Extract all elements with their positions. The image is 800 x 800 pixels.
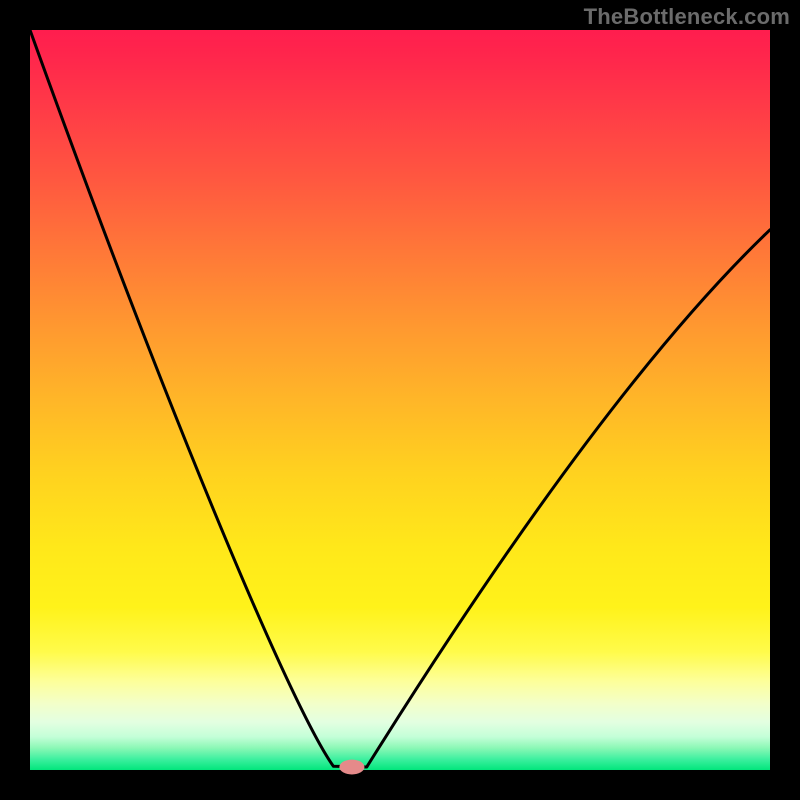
chart-frame: TheBottleneck.com xyxy=(0,0,800,800)
plot-background xyxy=(30,30,770,770)
watermark-text: TheBottleneck.com xyxy=(584,4,790,30)
minimum-marker xyxy=(339,760,364,775)
bottleneck-chart xyxy=(0,0,800,800)
